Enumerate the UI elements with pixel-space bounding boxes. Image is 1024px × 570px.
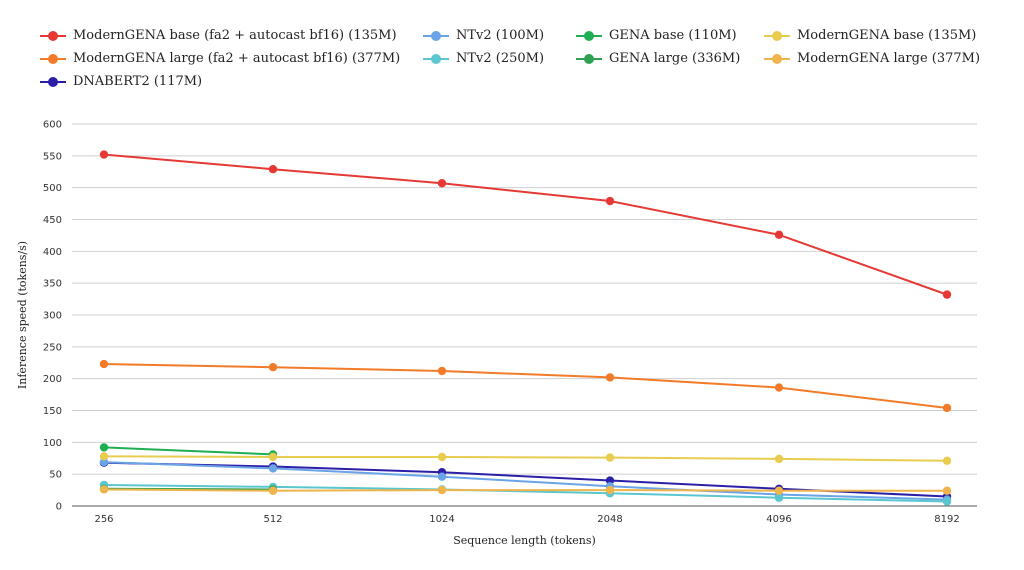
legend-swatch-icon (423, 53, 449, 65)
legend-swatch-icon (576, 53, 602, 65)
y-tick-label: 0 (56, 502, 62, 513)
legend-item: NTv2 (100M) (423, 26, 576, 45)
y-tick-label: 300 (43, 311, 62, 322)
legend-item: ModernGENA large (fa2 + autocast bf16) (… (40, 49, 423, 68)
y-tick-label: 50 (49, 470, 62, 481)
legend-label: ModernGENA large (377M) (797, 51, 981, 66)
legend-label: ModernGENA base (fa2 + autocast bf16) (1… (73, 28, 397, 43)
y-tick-label: 450 (43, 215, 62, 226)
y-tick-label: 350 (43, 279, 62, 290)
legend-swatch-icon (40, 30, 66, 42)
y-tick-label: 150 (43, 406, 62, 417)
y-tick-label: 200 (43, 374, 62, 385)
x-tick-label: 2048 (597, 514, 622, 525)
x-tick-label: 512 (263, 514, 282, 525)
y-tick-label: 100 (43, 438, 62, 449)
legend-swatch-icon (764, 30, 790, 42)
legend-item: GENA large (336M) (576, 49, 764, 68)
legend-item: NTv2 (250M) (423, 49, 576, 68)
legend-swatch-icon (576, 30, 602, 42)
legend-swatch-icon (40, 76, 66, 88)
legend-label: ModernGENA large (fa2 + autocast bf16) (… (73, 51, 401, 66)
legend-item: ModernGENA base (fa2 + autocast bf16) (1… (40, 26, 423, 45)
series-moderngena-base-135m (99, 452, 952, 465)
y-axis-title: Inference speed (tokens/s) (16, 241, 29, 389)
x-axis: 256 512 1024 2048 4096 8192 (94, 514, 959, 525)
legend-label: NTv2 (100M) (456, 28, 545, 43)
legend-swatch-icon (423, 30, 449, 42)
x-tick-label: 1024 (429, 514, 454, 525)
y-tick-label: 550 (43, 151, 62, 162)
series-dnabert2-117m (99, 458, 952, 501)
y-tick-label: 600 (43, 120, 62, 131)
legend-item: GENA base (110M) (576, 26, 764, 45)
legend-item: ModernGENA large (377M) (764, 49, 994, 68)
x-axis-title: Sequence length (tokens) (453, 534, 596, 547)
series-moderngena-large-fa2-autocast-bf16-377m (99, 359, 952, 413)
series-moderngena-base-fa2-autocast-bf16-135m (99, 150, 952, 299)
legend-label: GENA base (110M) (609, 28, 737, 43)
y-axis: 0 50 100 150 200 250 300 350 400 450 500 550 600 (43, 120, 62, 513)
legend-item: DNABERT2 (117M) (40, 72, 423, 91)
chart-legend: ModernGENA base (fa2 + autocast bf16) (1… (40, 26, 1010, 91)
x-tick-label: 256 (94, 514, 113, 525)
legend-item: ModernGENA base (135M) (764, 26, 994, 45)
legend-swatch-icon (764, 53, 790, 65)
series-moderngena-large-377m (99, 485, 952, 495)
legend-label: DNABERT2 (117M) (73, 74, 203, 89)
gridlines (72, 123, 977, 507)
y-tick-label: 400 (43, 247, 62, 258)
y-tick-label: 500 (43, 183, 62, 194)
x-tick-label: 4096 (766, 514, 791, 525)
y-tick-label: 250 (43, 342, 62, 353)
x-tick-label: 8192 (934, 514, 959, 525)
legend-label: ModernGENA base (135M) (797, 28, 977, 43)
legend-label: GENA large (336M) (609, 51, 741, 66)
series-ntv2-250m (99, 480, 952, 506)
legend-swatch-icon (40, 53, 66, 65)
legend-label: NTv2 (250M) (456, 51, 545, 66)
